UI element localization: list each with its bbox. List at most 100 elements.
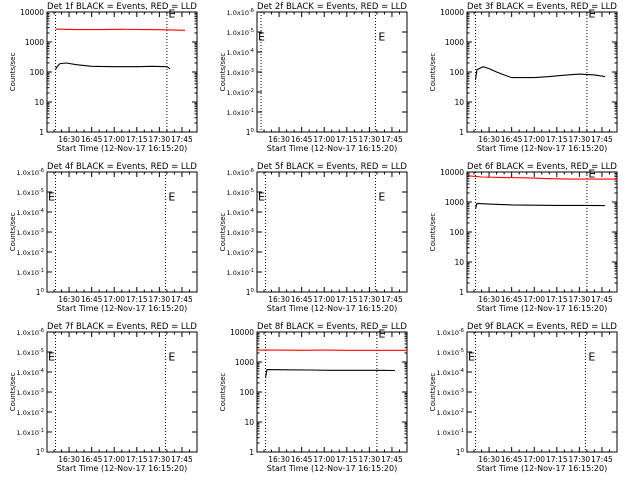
x-tick-label: 16:45	[501, 135, 523, 144]
y-tick-exponent: -3	[39, 228, 44, 234]
y-tick-times: x10	[447, 369, 459, 377]
event-marker: E	[168, 190, 175, 203]
y-tick-mantissa: 1.0	[437, 329, 447, 337]
y-tick-mantissa: 1.0	[437, 369, 447, 377]
x-axis: 16:30 16:45 17:00 17:15 17:30 17:45	[263, 12, 408, 144]
y-tick-times: x10	[237, 249, 249, 257]
x-tick-label: 17:00	[313, 295, 335, 304]
event-marker-edge: E	[468, 350, 475, 363]
x-tick-label: 17:15	[126, 295, 148, 304]
y-tick-label: 1.0x10-6	[227, 8, 254, 17]
y-tick-label: 1.0x10-4	[227, 48, 254, 57]
y-tick-label: 1.0x10-5	[227, 28, 254, 37]
y-tick-mantissa: 1.0	[227, 169, 237, 177]
x-tick-label: 17:30	[149, 135, 171, 144]
x-tick-label: 17:00	[523, 455, 545, 464]
y-tick-times: x10	[447, 409, 459, 417]
y-tick-label: 1.0x10-3	[227, 228, 254, 237]
y-tick-exponent: -3	[39, 388, 44, 394]
x-tick-label: 17:30	[569, 455, 591, 464]
y-tick-mantissa: 1.0	[17, 349, 27, 357]
y-tick-label: 100	[450, 68, 465, 77]
x-tick-label: 17:15	[336, 295, 358, 304]
y-tick-times: x10	[237, 169, 249, 177]
y-tick-exponent: -4	[459, 368, 464, 374]
y-tick-label: 10	[454, 98, 464, 107]
y-tick-label: 10	[246, 288, 255, 297]
y-axis-label: Counts/sec	[219, 213, 227, 252]
y-tick-label: 1.0x10-3	[437, 388, 464, 397]
x-tick-label: 17:30	[359, 455, 381, 464]
y-tick-label: 1.0x10-6	[437, 328, 464, 337]
y-tick-label: 1.0x10-6	[17, 328, 44, 337]
panel-title: Det 3f BLACK = Events, RED = LLD	[467, 2, 617, 12]
y-tick-mantissa: 1.0	[437, 409, 447, 417]
y-tick-times: x10	[27, 389, 39, 397]
y-tick-label: 1.0x10-6	[227, 168, 254, 177]
x-axis: 16:30 16:45 17:00 17:15 17:30 17:45	[473, 12, 618, 144]
y-tick-exponent: -3	[249, 228, 254, 234]
event-marker: E	[588, 7, 595, 20]
y-tick-exponent: -2	[39, 408, 44, 414]
y-tick-exponent: -1	[39, 268, 44, 274]
y-tick-mantissa: 1.0	[227, 189, 237, 197]
x-tick-label: 17:15	[336, 455, 358, 464]
y-tick-mantissa: 1.0	[17, 409, 27, 417]
y-tick-label: 1.0x10-4	[17, 368, 44, 377]
y-tick-label: 100	[30, 68, 45, 77]
y-tick-label: 1.0x10-4	[437, 368, 464, 377]
y-tick-times: x10	[27, 189, 39, 197]
x-axis-label: Start Time (12-Nov-17 16:15:20)	[57, 144, 187, 153]
y-axis-label: Counts/sec	[429, 53, 437, 92]
y-tick-times: x10	[27, 169, 39, 177]
x-tick-label: 17:30	[359, 295, 381, 304]
x-tick-label: 17:45	[591, 135, 613, 144]
y-tick-times: x10	[237, 49, 249, 57]
y-axis-label: Counts/sec	[429, 373, 437, 412]
panel-det-8: Det 8f BLACK = Events, RED = LLD 1 10 100 10…	[219, 322, 408, 473]
x-tick-label: 17:45	[591, 455, 613, 464]
y-tick-mantissa: 1.0	[437, 349, 447, 357]
y-axis-label: Counts/sec	[9, 53, 17, 92]
x-tick-label: 17:00	[523, 295, 545, 304]
panel-det-4: Det 4f BLACK = Events, RED = LLD101.0x10…	[9, 162, 198, 313]
y-tick-label: 1000	[445, 38, 464, 47]
y-tick-mantissa: 1.0	[17, 429, 27, 437]
event-marker-edge: E	[258, 30, 265, 43]
x-tick-label: 17:15	[546, 295, 568, 304]
y-tick-times: x10	[447, 329, 459, 337]
x-tick-label: 17:45	[381, 455, 403, 464]
series-events-line	[264, 369, 396, 378]
x-axis-label: Start Time (12-Nov-17 16:15:20)	[477, 464, 607, 473]
x-axis-label: Start Time (12-Nov-17 16:15:20)	[477, 144, 607, 153]
y-tick-label: 10	[454, 258, 464, 267]
y-tick-exponent: 0	[251, 128, 255, 134]
y-tick-label: 10	[34, 98, 44, 107]
event-marker-edge: E	[48, 190, 55, 203]
y-tick-exponent: -6	[39, 168, 44, 174]
y-tick-times: x10	[447, 349, 459, 357]
y-tick-mantissa: 1.0	[227, 89, 237, 97]
y-axis: 1 10 100 1000 10000	[20, 8, 197, 137]
x-axis-label: Start Time (12-Nov-17 16:15:20)	[477, 304, 607, 313]
y-tick-label: 1	[249, 448, 254, 457]
x-axis: 16:30 16:45 17:00 17:15 17:30 17:45	[263, 172, 408, 304]
y-tick-exponent: -1	[249, 108, 254, 114]
x-tick-label: 16:45	[291, 455, 313, 464]
event-marker: E	[378, 30, 385, 43]
y-tick-mantissa: 1.0	[437, 389, 447, 397]
event-marker: E	[588, 167, 595, 180]
y-tick-label: 1.0x10-1	[17, 268, 44, 277]
y-tick-mantissa: 1.0	[17, 169, 27, 177]
event-marker: E	[378, 327, 385, 340]
y-tick-label: 1	[459, 288, 464, 297]
y-axis-label: Counts/sec	[219, 53, 227, 92]
x-tick-label: 17:00	[103, 295, 125, 304]
panel-det-3: Det 3f BLACK = Events, RED = LLD 1 10 100 10…	[429, 2, 618, 153]
y-tick-label: 1	[39, 128, 44, 137]
y-tick-label: 1.0x10-2	[437, 408, 464, 417]
y-tick-exponent: -2	[249, 248, 254, 254]
x-tick-label: 17:15	[546, 455, 568, 464]
y-axis: 1 10 100 1000 10000	[230, 328, 407, 457]
y-tick-times: x10	[27, 229, 39, 237]
